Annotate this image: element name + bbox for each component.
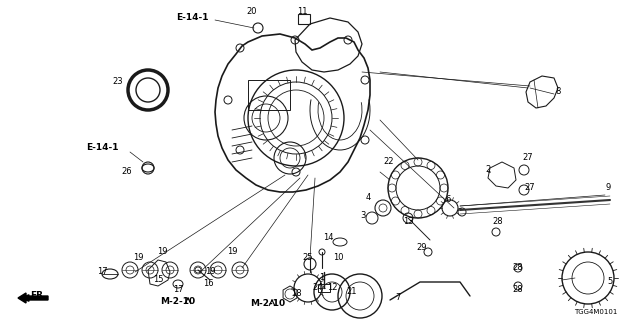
- Text: 13: 13: [403, 218, 413, 227]
- Text: 12: 12: [327, 284, 337, 292]
- Text: 19: 19: [205, 268, 215, 276]
- Text: 6: 6: [445, 196, 451, 204]
- Text: 27: 27: [525, 183, 535, 193]
- Text: 8: 8: [556, 87, 561, 97]
- Text: 26: 26: [122, 167, 132, 177]
- Text: 18: 18: [291, 290, 301, 299]
- Text: 21: 21: [347, 287, 357, 297]
- Text: M-2-10: M-2-10: [250, 300, 285, 308]
- FancyArrow shape: [18, 293, 48, 303]
- Text: 17: 17: [97, 268, 108, 276]
- Text: 28: 28: [513, 285, 524, 294]
- Text: 28: 28: [513, 263, 524, 273]
- Text: 3: 3: [360, 212, 365, 220]
- Text: TGG4M0101: TGG4M0101: [574, 309, 618, 315]
- Text: 4: 4: [365, 194, 371, 203]
- Text: 28: 28: [493, 218, 503, 227]
- Text: 10: 10: [333, 253, 343, 262]
- Text: 9: 9: [605, 183, 611, 193]
- Text: 20: 20: [247, 7, 257, 17]
- Text: 24: 24: [313, 284, 323, 292]
- Text: 7: 7: [396, 293, 401, 302]
- Text: 11: 11: [297, 7, 307, 17]
- Text: 23: 23: [113, 77, 124, 86]
- Text: 5: 5: [607, 277, 612, 286]
- Text: M-2-10: M-2-10: [161, 298, 196, 307]
- Text: E-14-1: E-14-1: [86, 143, 118, 153]
- Text: 19: 19: [227, 247, 237, 257]
- Text: 22: 22: [384, 157, 394, 166]
- Text: 25: 25: [303, 253, 313, 262]
- Text: 2: 2: [485, 165, 491, 174]
- Text: 19: 19: [132, 253, 143, 262]
- Text: FR.: FR.: [29, 292, 46, 300]
- Text: 16: 16: [203, 279, 213, 289]
- Text: 15: 15: [153, 276, 163, 284]
- Text: 27: 27: [523, 154, 533, 163]
- Text: 14: 14: [323, 234, 333, 243]
- Text: 1: 1: [319, 274, 324, 283]
- Text: 19: 19: [157, 247, 167, 257]
- Text: 29: 29: [417, 244, 428, 252]
- Text: 17: 17: [173, 285, 183, 294]
- Text: E-14-1: E-14-1: [176, 13, 208, 22]
